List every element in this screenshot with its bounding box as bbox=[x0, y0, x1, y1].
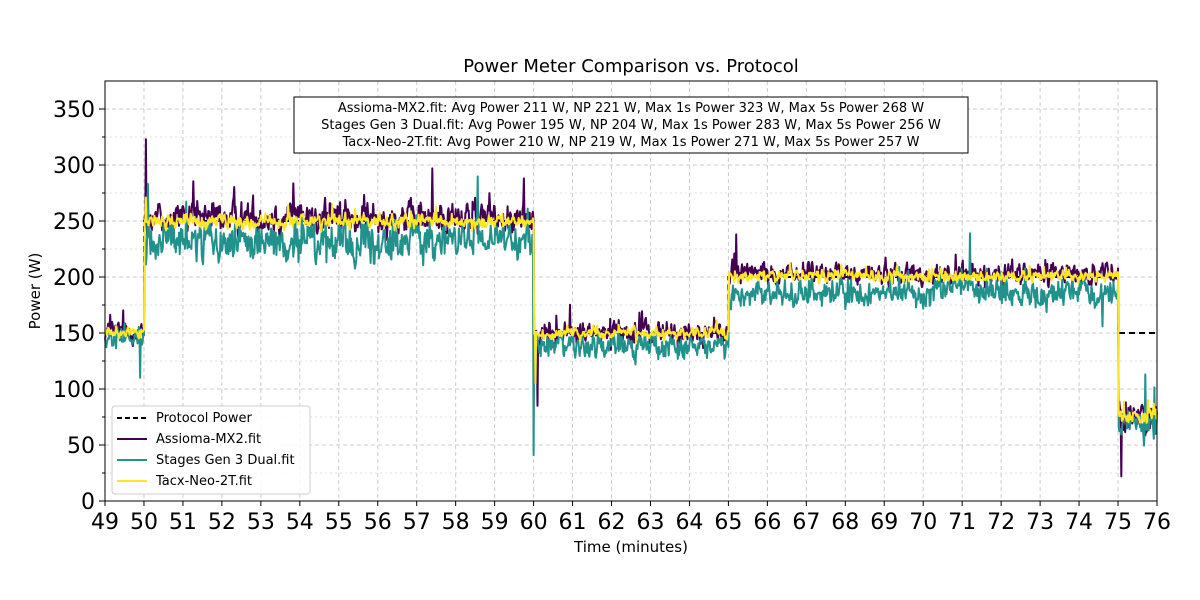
x-tick-label: 50 bbox=[130, 510, 158, 535]
x-tick-label: 54 bbox=[286, 510, 314, 535]
stats-box: Assioma-MX2.fit: Avg Power 211 W, NP 221… bbox=[293, 96, 969, 154]
y-tick-label: 350 bbox=[53, 98, 95, 123]
y-tick-label: 300 bbox=[53, 154, 95, 179]
x-tick-label: 73 bbox=[1026, 510, 1054, 535]
x-tick-label: 64 bbox=[675, 510, 703, 535]
x-tick-label: 68 bbox=[831, 510, 859, 535]
stats-line-tacx: Tacx-Neo-2T.fit: Avg Power 210 W, NP 219… bbox=[341, 135, 919, 150]
x-tick-label: 76 bbox=[1143, 510, 1171, 535]
chart-title: Power Meter Comparison vs. Protocol bbox=[463, 56, 799, 77]
y-tick-label: 250 bbox=[53, 210, 95, 235]
y-tick-label: 50 bbox=[67, 434, 95, 459]
y-ticks: 0 50 100 150 200 250 300 350 bbox=[53, 98, 105, 515]
x-tick-label: 63 bbox=[636, 510, 664, 535]
x-tick-label: 57 bbox=[403, 510, 431, 535]
x-tick-label: 74 bbox=[1065, 510, 1093, 535]
legend-label-protocol: Protocol Power bbox=[156, 411, 252, 426]
x-tick-label: 53 bbox=[247, 510, 275, 535]
legend-label-stages: Stages Gen 3 Dual.fit bbox=[156, 453, 295, 468]
plot-frame bbox=[104, 80, 1158, 502]
legend-label-tacx: Tacx-Neo-2T.fit bbox=[155, 474, 252, 489]
x-tick-label: 70 bbox=[909, 510, 937, 535]
x-axis-label: Time (minutes) bbox=[573, 538, 688, 556]
y-tick-label: 200 bbox=[53, 266, 95, 291]
x-tick-label: 65 bbox=[714, 510, 742, 535]
x-tick-label: 52 bbox=[208, 510, 236, 535]
x-ticks: 49 50 51 52 53 54 55 56 57 58 59 60 61 62 63 64 65 66 67 68… bbox=[91, 501, 1171, 535]
y-tick-label: 0 bbox=[81, 490, 95, 515]
x-tick-label: 60 bbox=[520, 510, 548, 535]
legend-label-assioma: Assioma-MX2.fit bbox=[156, 432, 261, 447]
x-tick-label: 59 bbox=[481, 510, 509, 535]
x-tick-label: 61 bbox=[559, 510, 587, 535]
legend: Protocol Power Assioma-MX2.fit Stages Ge… bbox=[111, 405, 311, 495]
x-tick-label: 75 bbox=[1104, 510, 1132, 535]
x-tick-label: 67 bbox=[792, 510, 820, 535]
x-tick-label: 49 bbox=[91, 510, 119, 535]
x-tick-label: 66 bbox=[753, 510, 781, 535]
x-tick-label: 56 bbox=[364, 510, 392, 535]
x-tick-label: 51 bbox=[169, 510, 197, 535]
series-line-tacx-neo-2t-fit bbox=[104, 196, 1158, 424]
series-line-stages-gen-3-dual-fit bbox=[104, 175, 1158, 457]
x-tick-label: 58 bbox=[442, 510, 470, 535]
stats-line-stages: Stages Gen 3 Dual.fit: Avg Power 195 W, … bbox=[321, 118, 941, 133]
x-tick-label: 72 bbox=[987, 510, 1015, 535]
y-tick-label: 150 bbox=[53, 322, 95, 347]
x-tick-label: 55 bbox=[325, 510, 353, 535]
x-tick-label: 69 bbox=[870, 510, 898, 535]
legend-frame bbox=[111, 405, 311, 495]
stats-box-frame bbox=[293, 96, 969, 154]
stats-line-assioma: Assioma-MX2.fit: Avg Power 211 W, NP 221… bbox=[338, 101, 924, 116]
x-tick-label: 62 bbox=[598, 510, 626, 535]
y-tick-label: 100 bbox=[53, 378, 95, 403]
y-axis-label: Power (W) bbox=[26, 253, 44, 330]
x-tick-label: 71 bbox=[948, 510, 976, 535]
series-layer bbox=[104, 138, 1158, 478]
